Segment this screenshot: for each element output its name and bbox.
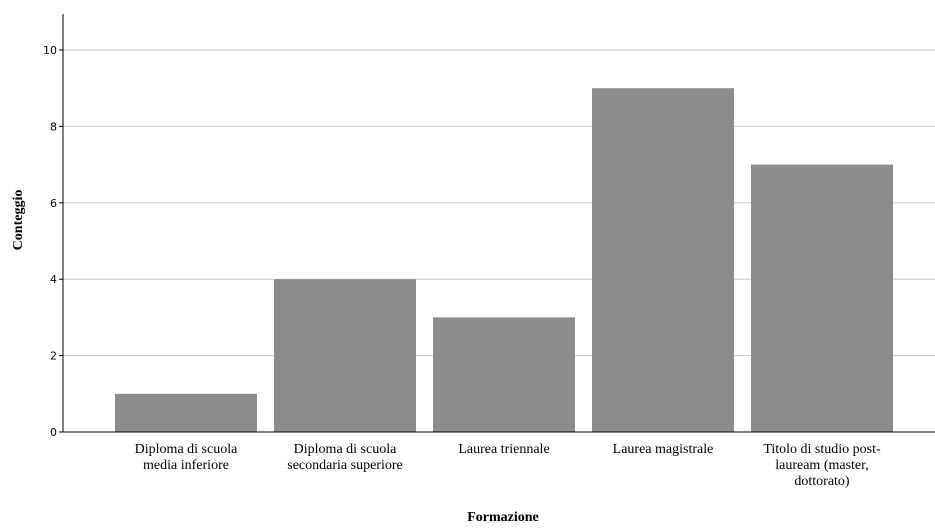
bars [115,88,893,432]
y-tick-label: 6 [50,197,57,210]
y-tick-label: 2 [50,350,57,363]
y-tick-label: 4 [50,273,57,286]
x-category-labels: Diploma di scuola media inferioreDiploma … [135,442,881,489]
x-category-label-line: Laurea triennale [458,442,549,457]
y-axis-title: Conteggio [11,190,26,251]
y-tick-label: 10 [43,44,57,57]
y-tick-labels: 0 2 4 6 8 10 [43,44,63,439]
x-category-label: Diploma di scuola secondaria superiore [287,442,402,473]
x-category-label-line: Titolo di studio post- [763,442,881,457]
x-category-label-line: Diploma di scuola [135,442,238,457]
x-category-label-line: lauream (master, [775,458,869,473]
x-category-label-line: Laurea magistrale [613,442,714,457]
x-category-label: Laurea triennale [458,442,549,457]
x-category-label: Diploma di scuola media inferiore [135,442,238,473]
x-axis-title: Formazione [467,510,539,525]
x-category-label-line: dottorato) [794,474,850,489]
axes [62,14,935,433]
x-category-label: Laurea magistrale [613,442,714,457]
bar [592,88,734,432]
y-tick-label: 8 [50,120,57,133]
bar [115,393,257,432]
x-category-label: Titolo di studio post-lauream (master, do… [763,442,881,489]
x-category-label-line: secondaria superiore [287,458,402,473]
bar [751,164,893,432]
x-category-label-line: Diploma di scuola [294,442,397,457]
bar [433,317,575,432]
bar [274,279,416,432]
y-tick-label: 0 [50,426,57,439]
x-category-label-line: media inferiore [143,458,229,473]
